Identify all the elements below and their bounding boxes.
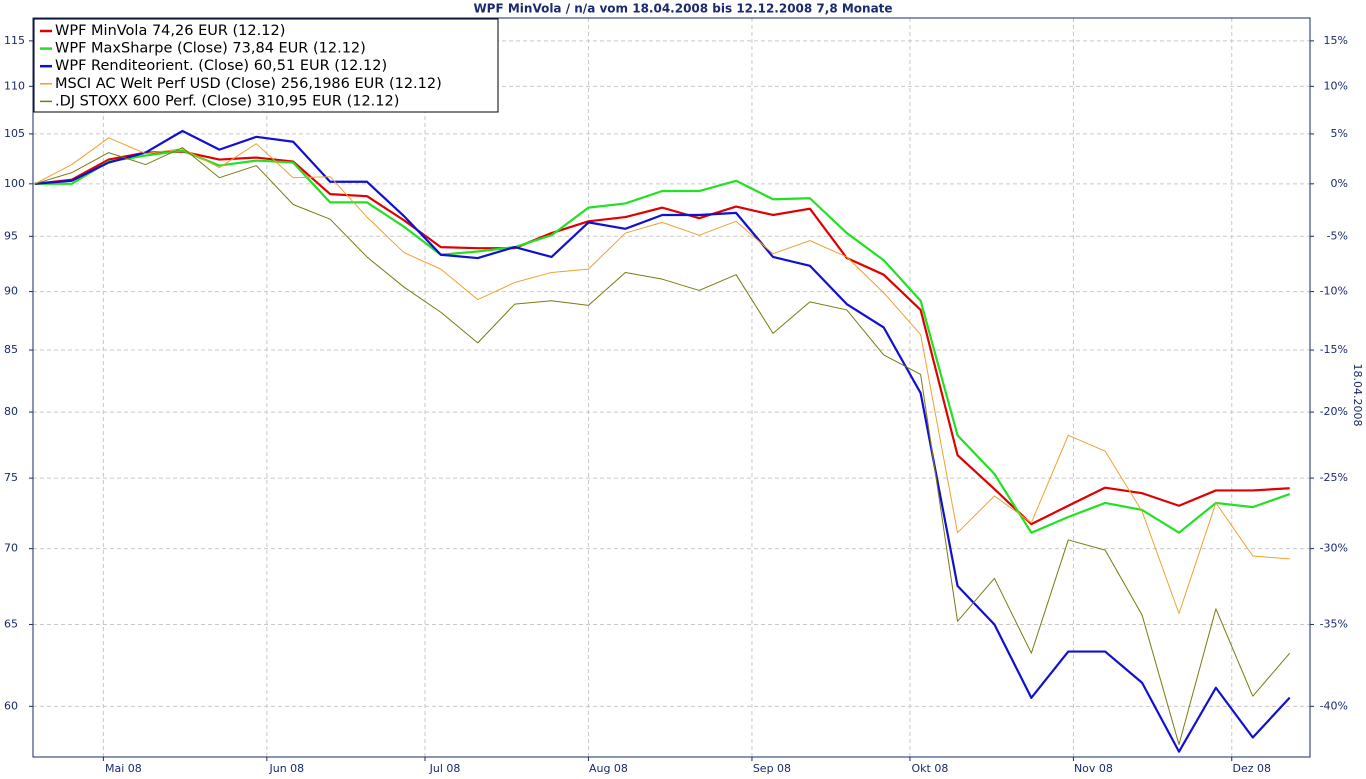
legend-label: MSCI AC Welt Perf USD (Close) 256,1986 E… xyxy=(55,76,442,92)
y-tick-label: 110 xyxy=(4,79,25,92)
legend-label: WPF MinVola 74,26 EUR (12.12) xyxy=(55,23,285,39)
y2-tick-label: -5% xyxy=(1327,229,1348,242)
x-tick-label: Jun 08 xyxy=(269,762,305,775)
y2-tick-label: 10% xyxy=(1324,79,1348,92)
y2-tick-label: 15% xyxy=(1324,34,1348,47)
y-tick-label: 115 xyxy=(4,34,25,47)
plot-frame xyxy=(32,17,1311,758)
y-tick-label: 70 xyxy=(4,542,18,555)
y-tick-label: 60 xyxy=(4,699,18,712)
y2-tick-label: -30% xyxy=(1320,542,1348,555)
x-tick-label: Okt 08 xyxy=(912,762,949,775)
y-tick-label: 65 xyxy=(4,617,18,630)
x-tick-label: Mai 08 xyxy=(105,762,142,775)
y-tick-label: 100 xyxy=(4,177,25,190)
series-line xyxy=(34,149,1291,534)
x-tick-label: Aug 08 xyxy=(589,762,628,775)
y2-axis-label: 18.04.2008 xyxy=(1351,364,1364,427)
y2-tick-label: -25% xyxy=(1320,471,1348,484)
y-tick-label: 80 xyxy=(4,405,18,418)
y2-tick-label: -20% xyxy=(1320,405,1348,418)
series-line xyxy=(34,150,1290,526)
y2-tick-label: -40% xyxy=(1320,699,1348,712)
series-line xyxy=(34,137,1290,614)
y2-tick-label: 5% xyxy=(1331,127,1348,140)
y-tick-label: 95 xyxy=(4,229,18,242)
y-tick-label: 105 xyxy=(4,127,25,140)
y-tick-label: 90 xyxy=(4,285,18,298)
y-tick-label: 85 xyxy=(4,343,18,356)
y2-tick-label: -10% xyxy=(1320,285,1348,298)
plot-area xyxy=(33,18,1310,757)
series-line xyxy=(34,129,1291,753)
y-tick-label: 75 xyxy=(4,471,18,484)
legend-label: WPF MaxSharpe (Close) 73,84 EUR (12.12) xyxy=(55,41,366,57)
x-tick-label: Sep 08 xyxy=(753,762,791,775)
x-tick-label: Jul 08 xyxy=(429,762,461,775)
y2-tick-label: -15% xyxy=(1320,343,1348,356)
legend-label: .DJ STOXX 600 Perf. (Close) 310,95 EUR (… xyxy=(55,93,399,109)
x-tick-label: Dez 08 xyxy=(1232,762,1271,775)
legend-label: WPF Renditeorient. (Close) 60,51 EUR (12… xyxy=(55,58,387,74)
legend-box xyxy=(33,18,499,113)
chart-title: WPF MinVola / n/a vom 18.04.2008 bis 12.… xyxy=(473,2,892,16)
x-tick-label: Nov 08 xyxy=(1074,762,1113,775)
y2-tick-label: -35% xyxy=(1320,617,1348,630)
y2-tick-label: 0% xyxy=(1331,177,1348,190)
series-line xyxy=(34,147,1291,746)
